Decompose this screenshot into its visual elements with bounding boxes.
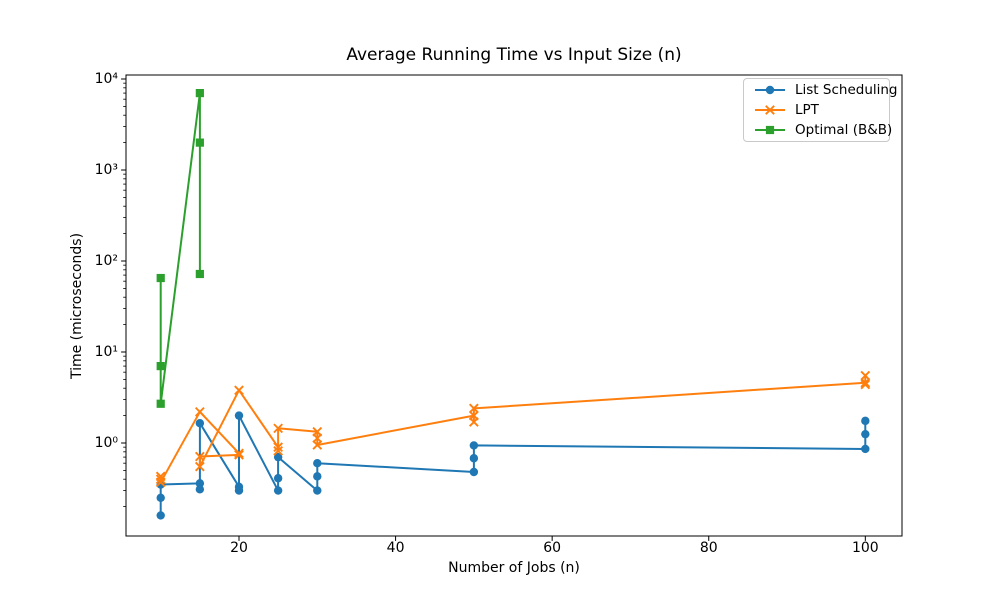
y-tick-label: 10² — [95, 253, 118, 269]
data-point-marker — [195, 88, 204, 98]
legend-label: LPT — [795, 102, 819, 118]
plot-border — [125, 74, 903, 537]
data-point-marker — [273, 452, 283, 462]
data-point-marker — [234, 448, 244, 459]
data-point-marker — [195, 485, 205, 494]
data-point-marker — [273, 474, 283, 483]
chart-title: Average Running Time vs Input Size (n) — [346, 45, 682, 65]
data-point-marker — [156, 361, 165, 371]
data-point-marker — [273, 423, 284, 434]
data-point-marker — [273, 445, 284, 456]
y-tick-label: 10¹ — [95, 344, 118, 360]
data-point-marker — [195, 138, 204, 147]
data-point-marker — [156, 273, 165, 283]
data-point-marker — [273, 442, 284, 453]
data-point-marker — [313, 472, 322, 481]
data-point-marker — [156, 511, 165, 520]
data-point-marker — [765, 85, 775, 95]
data-point-marker — [860, 377, 871, 388]
y-tick-label: 10³ — [95, 162, 118, 178]
data-point-marker — [468, 417, 479, 427]
data-point-marker — [861, 429, 870, 439]
data-point-marker — [468, 403, 479, 414]
x-tick-label: 60 — [543, 540, 561, 556]
data-point-marker — [861, 416, 870, 426]
data-point-marker — [312, 440, 323, 450]
data-point-marker — [194, 461, 205, 472]
legend-label: Optimal (B&B) — [795, 122, 893, 138]
x-tick-label: 40 — [387, 540, 405, 556]
data-point-marker — [469, 441, 479, 450]
legend-item-list-scheduling: List Scheduling — [744, 80, 898, 100]
data-point-marker — [861, 444, 870, 454]
y-minor-ticks — [123, 82, 126, 508]
data-point-marker — [194, 451, 205, 462]
x-tick-label: 20 — [230, 540, 248, 556]
data-point-marker — [313, 458, 322, 468]
data-point-marker — [194, 406, 205, 417]
y-axis-label: Time (microseconds) — [69, 232, 85, 380]
data-point-marker — [860, 379, 871, 390]
legend-sample-optimal-b-b — [755, 125, 785, 135]
y-axis: 10⁰ 10¹ 10² 10³ 10⁴ — [95, 71, 126, 451]
data-point-marker — [234, 486, 244, 495]
x-tick-label: 100 — [852, 540, 879, 556]
legend-item-optimal-b-b: Optimal (B&B) — [744, 120, 893, 140]
data-point-marker — [273, 486, 283, 495]
series-optimal-b-b — [156, 88, 204, 408]
series-lpt — [155, 370, 871, 488]
data-point-marker — [156, 493, 165, 502]
data-point-marker — [469, 467, 479, 477]
data-point-marker — [765, 105, 775, 115]
y-tick-label: 10⁰ — [95, 435, 119, 451]
legend-sample-list-scheduling — [755, 85, 785, 95]
data-point-marker — [156, 399, 165, 408]
data-point-marker — [195, 479, 205, 488]
series-line — [159, 92, 201, 405]
series-list-scheduling — [156, 411, 870, 520]
legend-sample-lpt — [755, 105, 785, 115]
x-axis: 20 40 60 80 100 — [230, 536, 879, 556]
x-tick-label: 80 — [700, 540, 718, 556]
data-point-marker — [234, 411, 244, 420]
legend: List Scheduling LPT Optimal (B&B) — [743, 78, 898, 142]
data-point-marker — [860, 370, 871, 381]
data-point-marker — [234, 450, 244, 460]
data-point-marker — [469, 454, 479, 463]
data-point-marker — [155, 474, 166, 485]
data-point-marker — [313, 486, 322, 495]
data-point-marker — [155, 477, 166, 488]
data-point-marker — [765, 125, 775, 135]
legend-label: List Scheduling — [795, 82, 898, 98]
legend-item-lpt: LPT — [744, 100, 889, 120]
data-point-marker — [195, 419, 205, 428]
data-point-marker — [195, 269, 204, 279]
data-point-marker — [234, 385, 244, 396]
y-tick-label: 10⁴ — [95, 71, 119, 87]
x-axis-label: Number of Jobs (n) — [448, 560, 580, 576]
